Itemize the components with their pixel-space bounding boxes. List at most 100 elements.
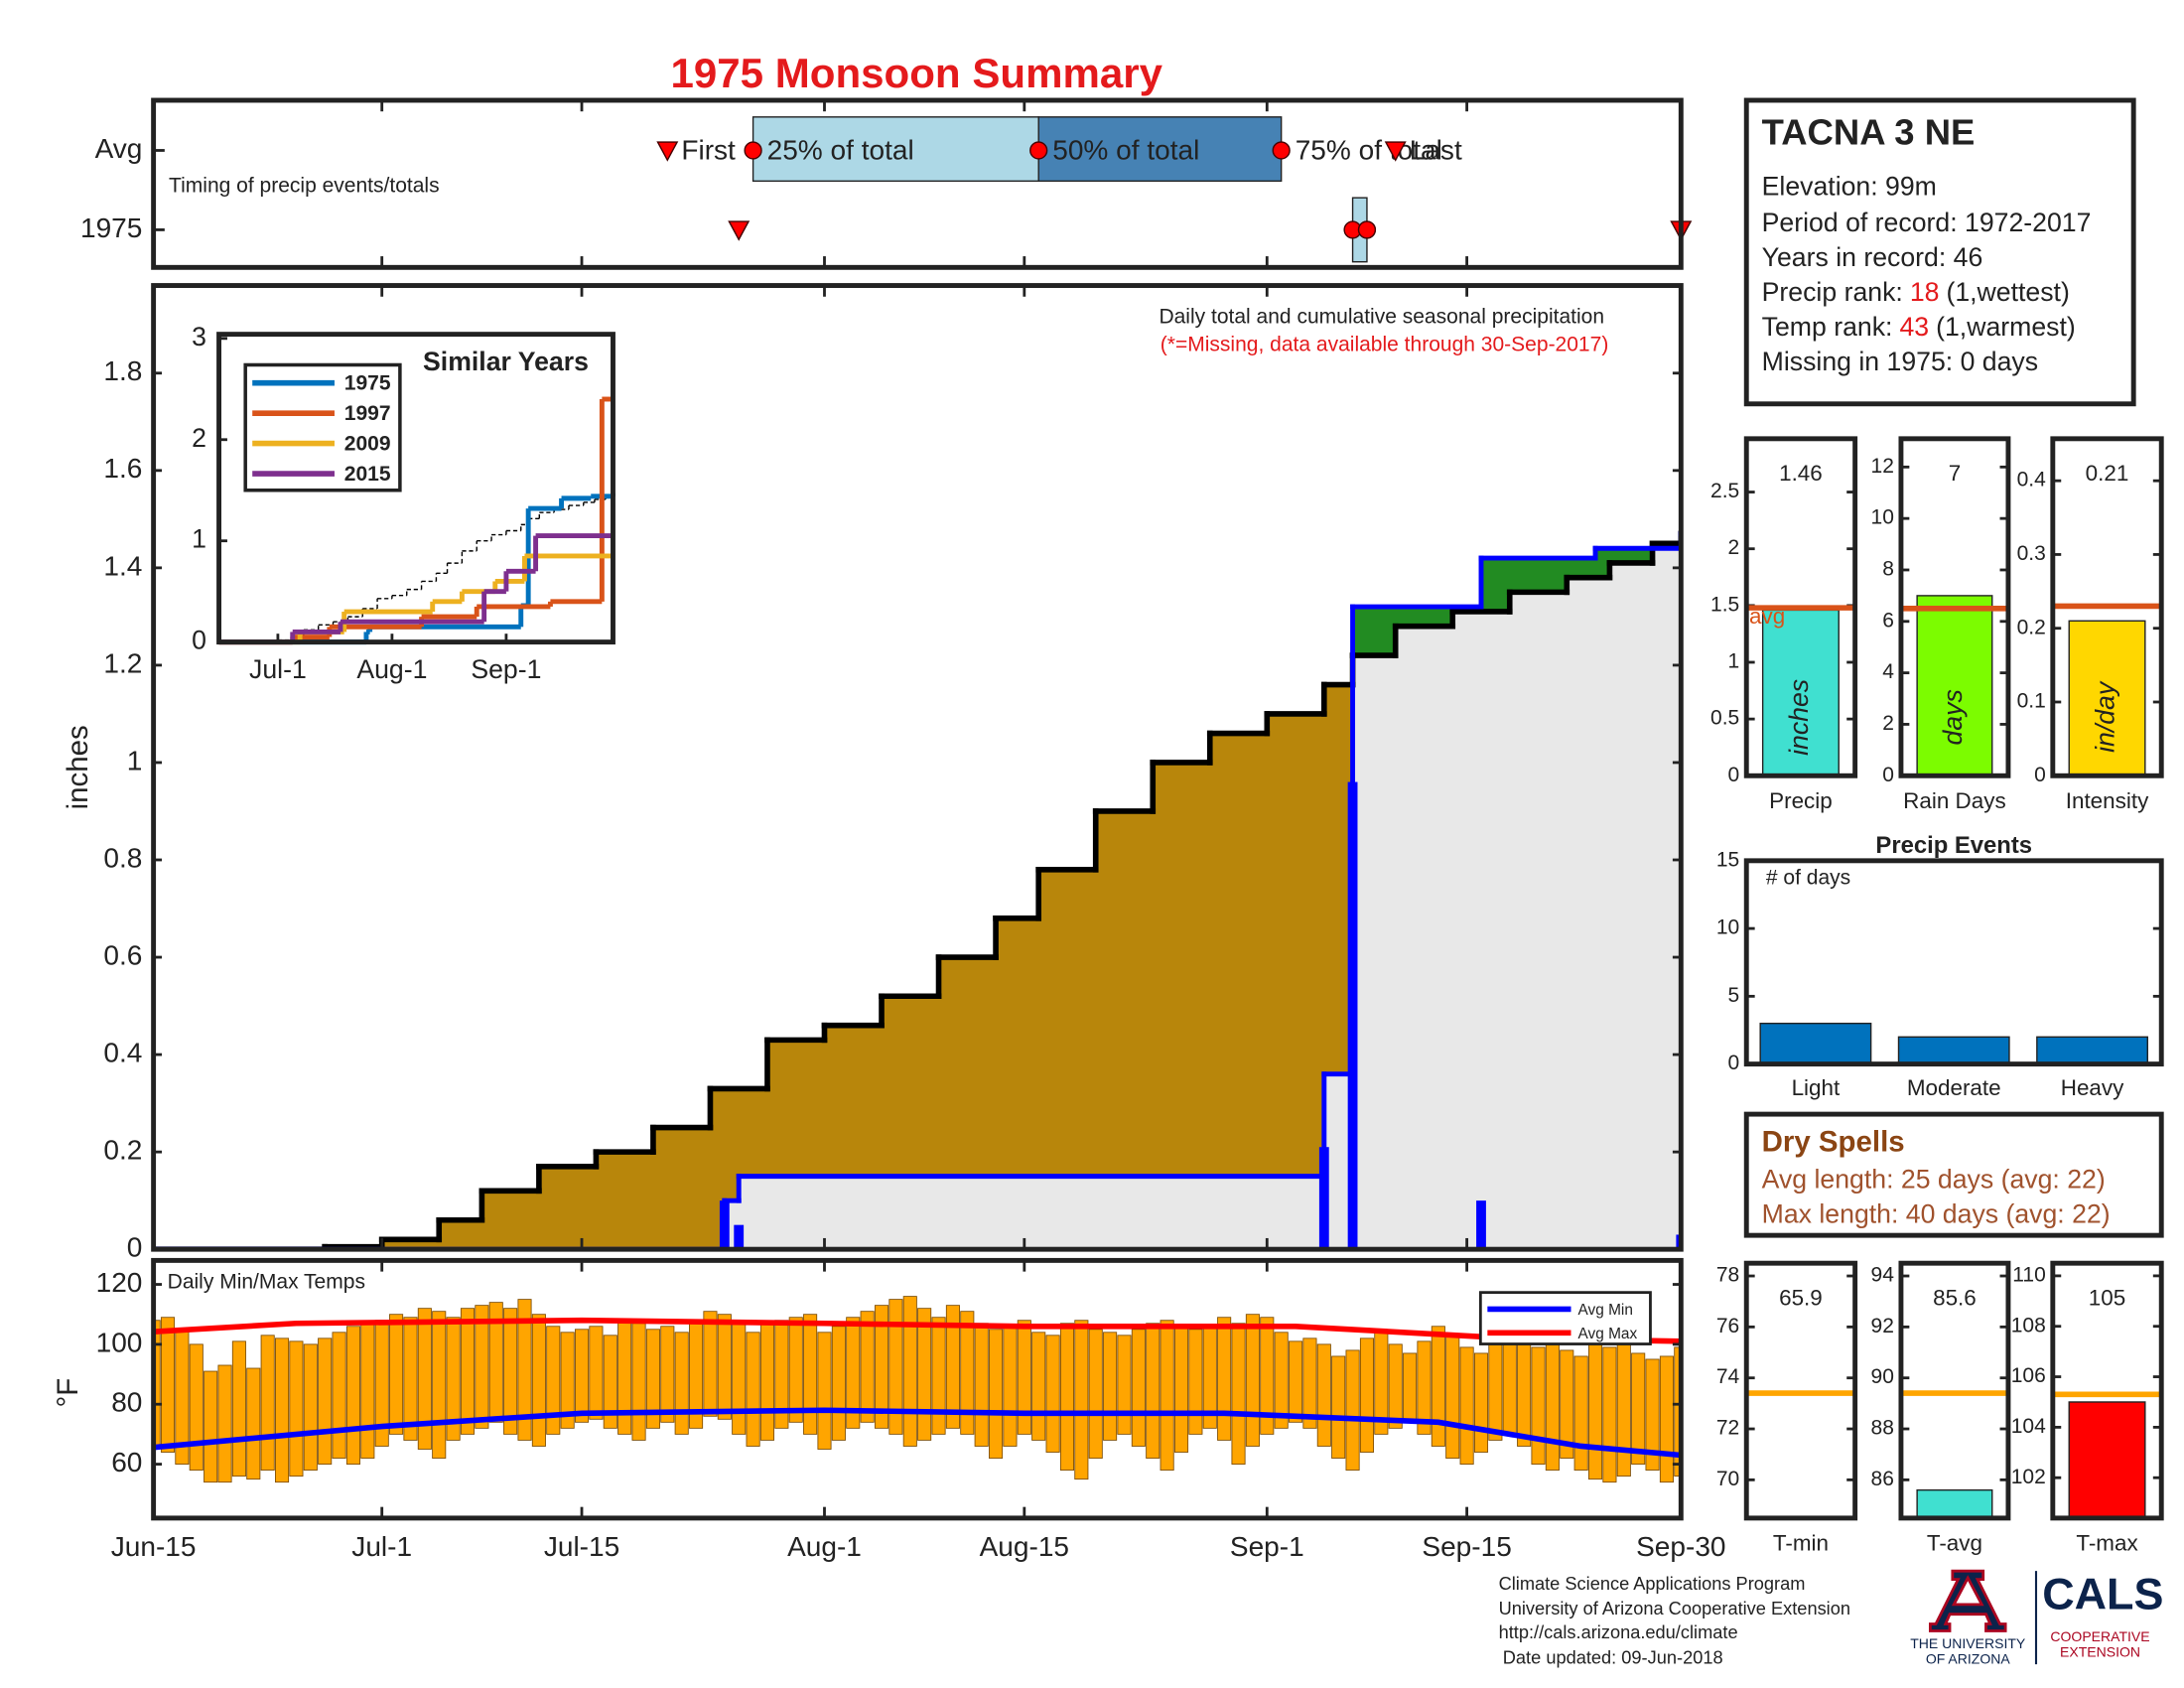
temp-range-bar	[1274, 1332, 1289, 1429]
y-tick-label: 108	[2011, 1314, 2046, 1336]
plot-area	[153, 1296, 1682, 1483]
bar-inner-label: inches	[1784, 679, 1814, 756]
y-tick-label: 0.6	[103, 939, 142, 970]
dry-spells-max: Max length: 40 days (avg: 22)	[1762, 1199, 2111, 1229]
cals-logo: CALS	[2042, 1569, 2163, 1619]
panel-frame	[1898, 1260, 2011, 1521]
event-label: 75% of total	[1296, 134, 1442, 165]
panel-frame	[2050, 436, 2164, 778]
temp-range-bar	[1217, 1317, 1232, 1441]
temp-range-bar	[503, 1308, 518, 1435]
legend-label: 1997	[344, 402, 391, 425]
temp-range-bar	[1431, 1326, 1445, 1447]
precip-rank-label: Precip rank:	[1762, 277, 1903, 307]
bar	[2068, 1401, 2146, 1519]
y-tick-label: 2.5	[1710, 480, 1739, 502]
ua-logo-text: THE UNIVERSITY	[1910, 1635, 2026, 1651]
value-label: 85.6	[1933, 1286, 1977, 1311]
precip-frame	[151, 283, 1684, 1252]
event-label: Last	[1410, 134, 1462, 165]
similar-years-panel: 0 1 2 3 Jul-1 Aug-1 Sep-1 Similar Years 1975 1997…	[192, 322, 615, 684]
temp-range-bar	[189, 1343, 204, 1472]
temp-range-bar	[246, 1367, 261, 1480]
panel-frame	[1743, 436, 1858, 778]
y-tick-label: 1	[1728, 650, 1740, 673]
event-label: First	[681, 134, 736, 165]
daily-bar	[1476, 1200, 1486, 1250]
avg-temp-line	[153, 1317, 1682, 1344]
precip-rank-note: (1,wettest)	[1946, 277, 2069, 307]
temp-range-bar	[589, 1326, 604, 1420]
station-period: Period of record: 1972-2017	[1762, 208, 2092, 237]
temp-range-bar	[275, 1337, 290, 1483]
temp-range-bar	[1645, 1358, 1660, 1472]
temp-range-bar	[1003, 1326, 1018, 1447]
temp-range-bar	[217, 1364, 232, 1483]
y-tick-label: 3	[192, 322, 206, 352]
temp-range-bar	[403, 1317, 418, 1441]
bar	[1761, 609, 1840, 776]
y-tick-label: 0.2	[103, 1135, 142, 1166]
bar	[1759, 1022, 1872, 1065]
precip-rank: Precip rank: 18 (1,wettest)	[1762, 277, 2070, 307]
x-tick-label: Sep-1	[1230, 1531, 1304, 1562]
panel-title: Precip Events	[1875, 832, 2032, 859]
temp-rank-note: (1,warmest)	[1936, 312, 2076, 342]
temp-range-bar	[488, 1302, 503, 1423]
panel-frame	[1743, 858, 2164, 1067]
y-tick-label: 15	[1716, 848, 1739, 871]
temp-range-bar	[1417, 1340, 1432, 1435]
y-tick-label: 60	[111, 1447, 142, 1477]
event-label: 50% of total	[1052, 134, 1199, 165]
y-tick-label: 110	[2012, 1263, 2046, 1286]
temp-range-bar	[1403, 1352, 1418, 1423]
daily-bar	[719, 1200, 730, 1250]
temp-range-bar	[1502, 1337, 1517, 1435]
figure-title: 1975 Monsoon Summary	[670, 50, 1162, 96]
legend-label: 2009	[344, 433, 391, 456]
y-tick-label: 94	[1871, 1264, 1895, 1287]
legend-label: 1975	[344, 372, 391, 395]
footer-line: Date updated: 09-Jun-2018	[1503, 1646, 1723, 1667]
event-marker	[744, 141, 762, 160]
cals-logo-text: EXTENSION	[2060, 1644, 2140, 1660]
temp-range-bar	[417, 1308, 432, 1450]
temp-range-bar	[1031, 1332, 1046, 1441]
temp-range-bar	[788, 1317, 803, 1423]
y-tick-label: 86	[1871, 1468, 1894, 1490]
x-tick-label: Sep-15	[1422, 1531, 1511, 1562]
y-axis-label: inches	[62, 725, 94, 809]
temp-range-bar	[1231, 1323, 1246, 1465]
footer-line: University of Arizona Cooperative Extens…	[1499, 1598, 1850, 1618]
temp-range-bar	[1173, 1326, 1189, 1453]
x-tick-label: Rain Days	[1903, 788, 2006, 813]
temp-range-bar	[888, 1299, 903, 1435]
temp-range-bar	[1059, 1323, 1074, 1472]
temp-rank: Temp rank: 43 (1,warmest)	[1762, 312, 2076, 342]
y-tick-label: 78	[1716, 1264, 1739, 1287]
quartile-box	[1037, 116, 1283, 183]
footer-line: http://cals.arizona.edu/climate	[1499, 1621, 1738, 1642]
x-tick-label: T-min	[1773, 1530, 1829, 1555]
avg-temp-line	[153, 1407, 1682, 1459]
y-tick-label: 80	[111, 1387, 142, 1418]
x-tick-label: Aug-1	[356, 654, 427, 684]
ua-logo	[1928, 1569, 2007, 1632]
y-tick-label: 0	[1728, 1052, 1740, 1074]
y-tick-label: 0.2	[2017, 616, 2046, 638]
temp-range-bar	[1188, 1329, 1203, 1435]
bar	[2036, 1036, 2148, 1065]
station-missing: Missing in 1975: 0 days	[1762, 347, 2038, 376]
temp-range-bar	[1302, 1337, 1317, 1429]
y-tick-label: 0.4	[103, 1037, 142, 1067]
bar	[1916, 595, 1993, 776]
y-tick-label: 0.1	[2017, 690, 2046, 713]
y-tick-label: 0.5	[1710, 707, 1739, 730]
temp-range-bar	[389, 1314, 404, 1435]
temp-range-bar	[817, 1332, 832, 1450]
temp-range-bar	[989, 1329, 1004, 1459]
footer-line: Climate Science Applications Program	[1499, 1573, 1806, 1594]
panel-frame	[2050, 1260, 2164, 1521]
